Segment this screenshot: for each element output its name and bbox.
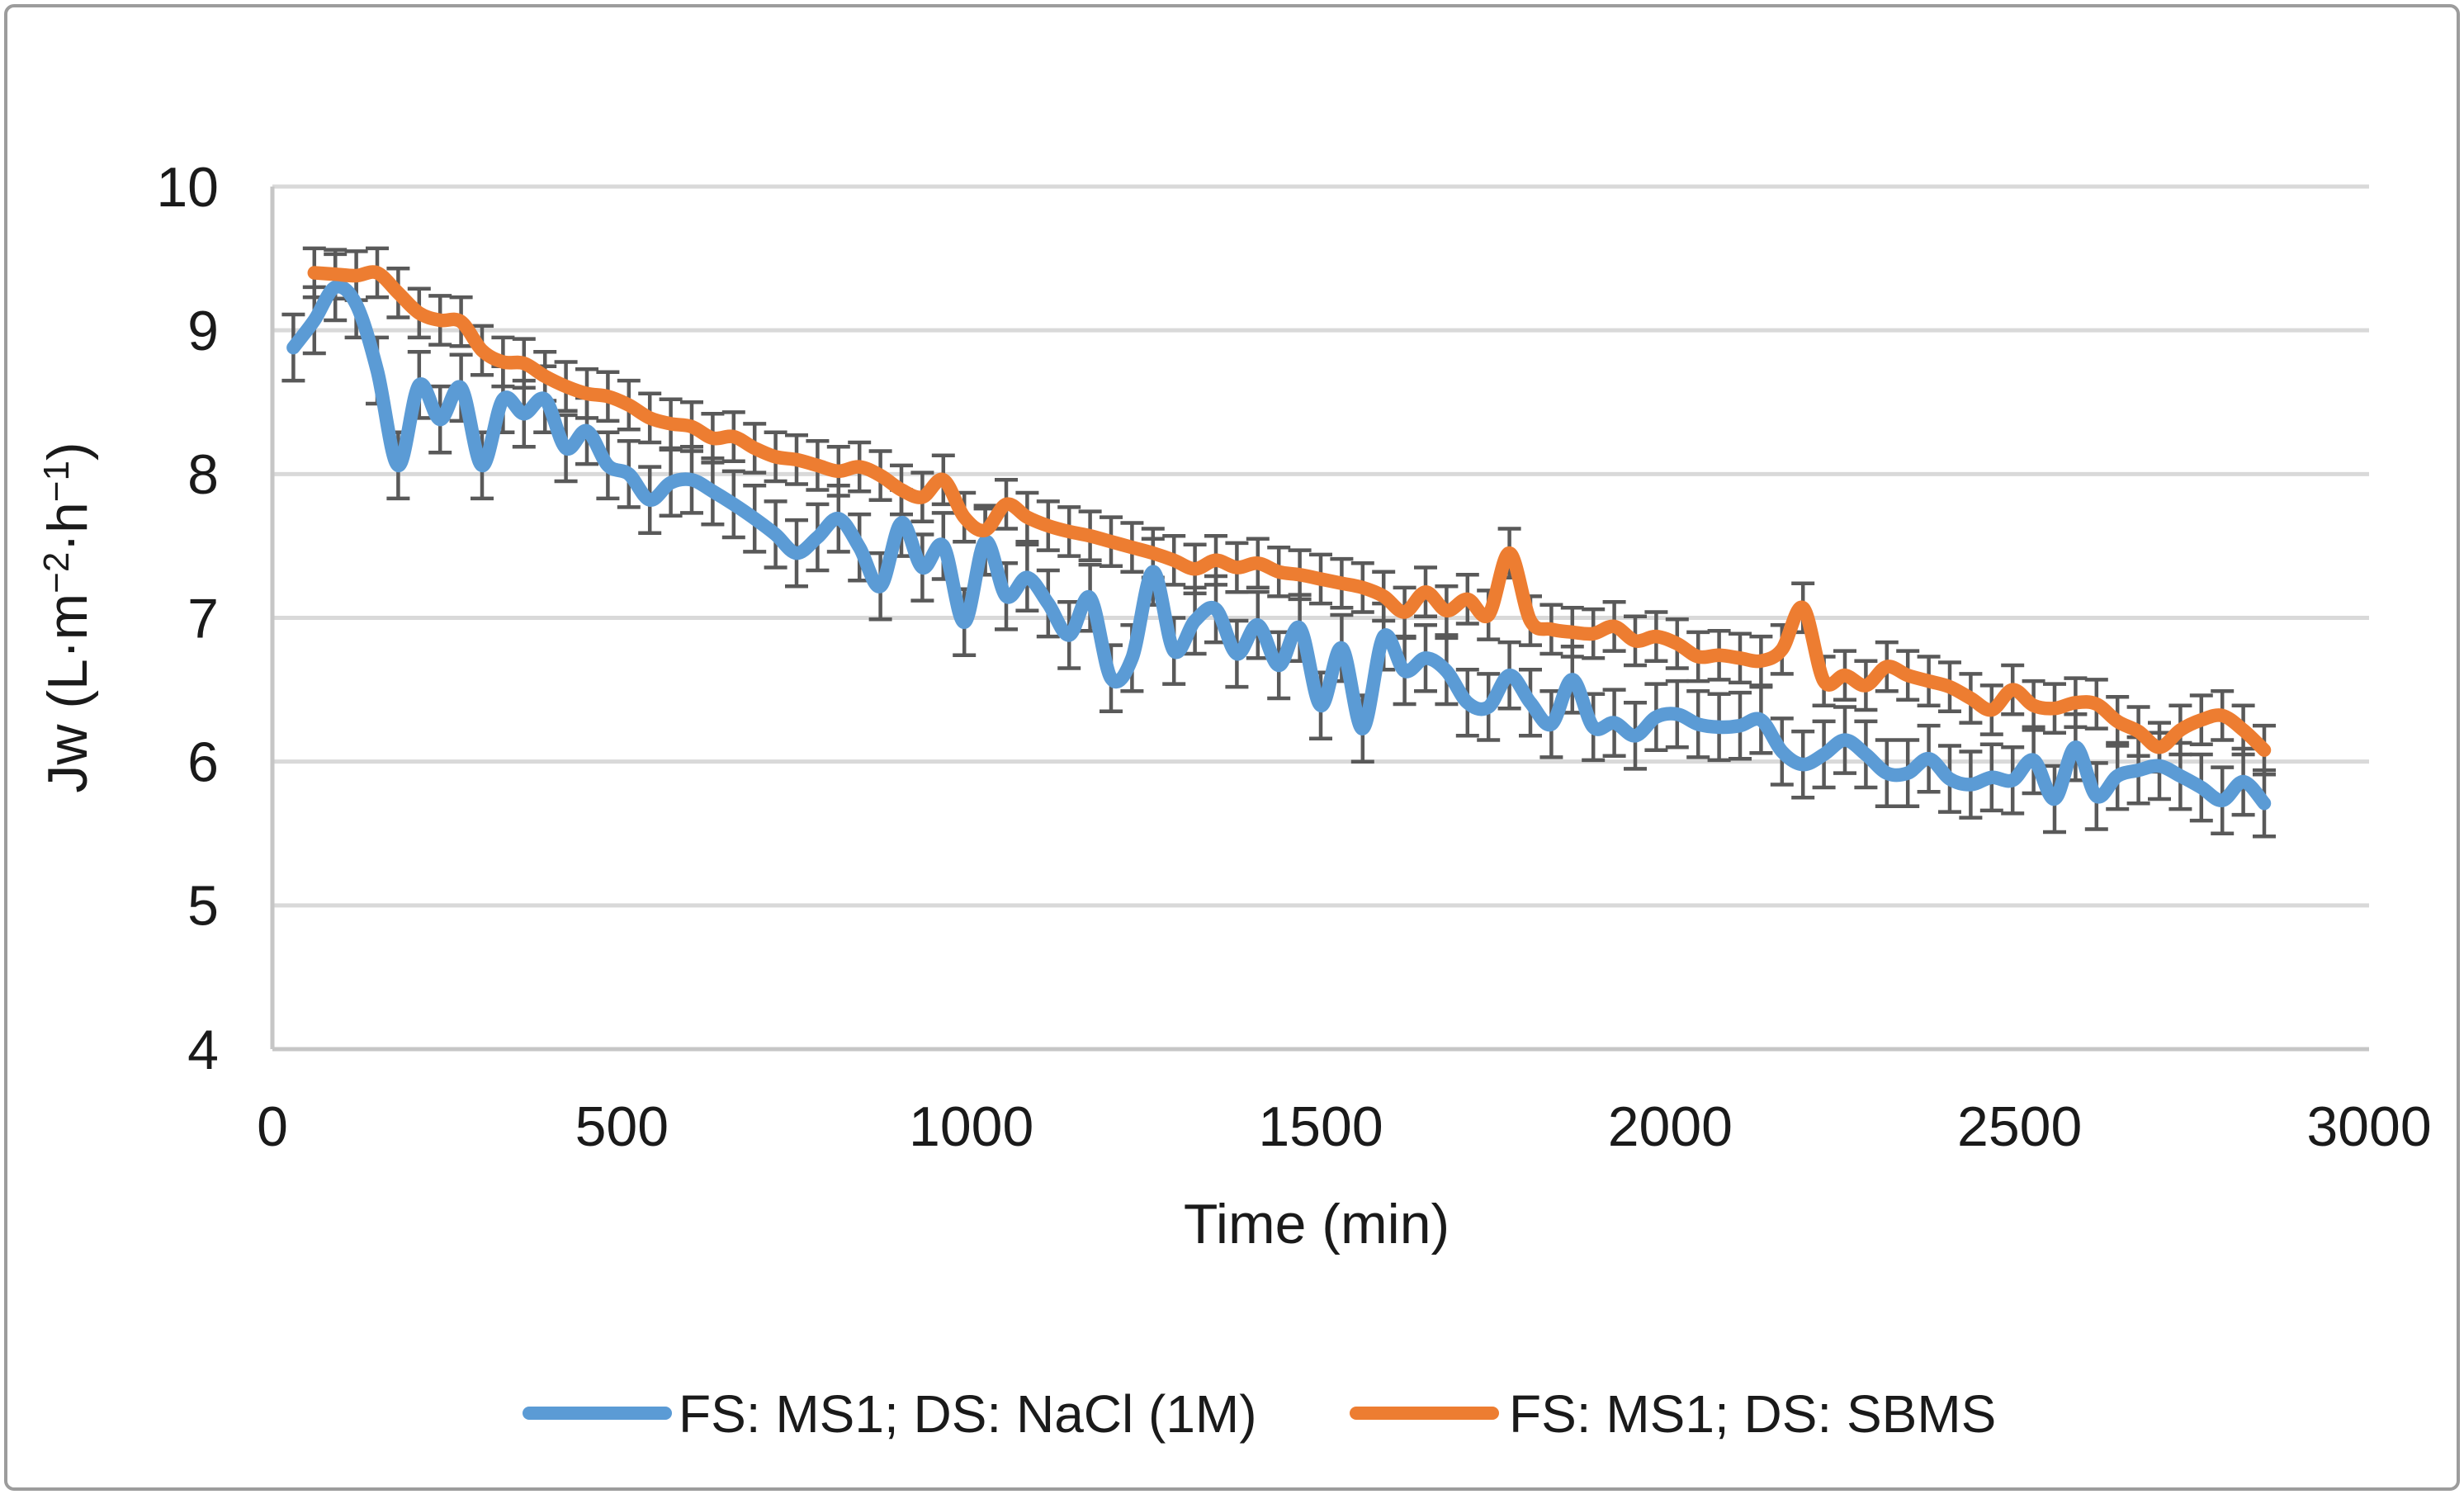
legend: FS: MS1; DS: NaCl (1M) FS: MS1; DS: SBMS [523,1384,1996,1444]
series-line-sbms [307,265,2272,757]
x-axis-tick-labels: 0 500 1000 1500 2000 2500 3000 [257,1095,2432,1158]
y-tick-label-4: 4 [187,1019,219,1081]
y-axis-title: Jw (L·m−2·h−1) [36,442,99,792]
x-tick-label-3000: 3000 [2306,1095,2431,1158]
y-tick-label-9: 9 [187,300,219,362]
axis-lines [270,187,2369,1052]
y-tick-label-6: 6 [187,731,219,793]
x-tick-label-1500: 1500 [1258,1095,1383,1158]
figure-border [4,4,2460,1491]
y-axis-tick-labels: 4 5 6 7 8 9 10 [156,156,219,1081]
x-tick-label-2500: 2500 [1957,1095,2082,1158]
series-line-nacl [286,279,2272,811]
x-tick-label-1000: 1000 [909,1095,1033,1158]
y-tick-label-7: 7 [187,587,219,650]
y-tick-label-8: 8 [187,443,219,506]
series-lines [286,265,2272,811]
y-tick-label-5: 5 [187,875,219,938]
legend-label-sbms: FS: MS1; DS: SBMS [1509,1384,1996,1444]
y-tick-label-10: 10 [156,156,219,219]
legend-label-nacl: FS: MS1; DS: NaCl (1M) [679,1384,1257,1444]
x-axis-title: Time (min) [1184,1193,1450,1255]
x-tick-label-0: 0 [257,1095,288,1158]
x-tick-label-2000: 2000 [1608,1095,1733,1158]
x-tick-label-500: 500 [575,1095,669,1158]
